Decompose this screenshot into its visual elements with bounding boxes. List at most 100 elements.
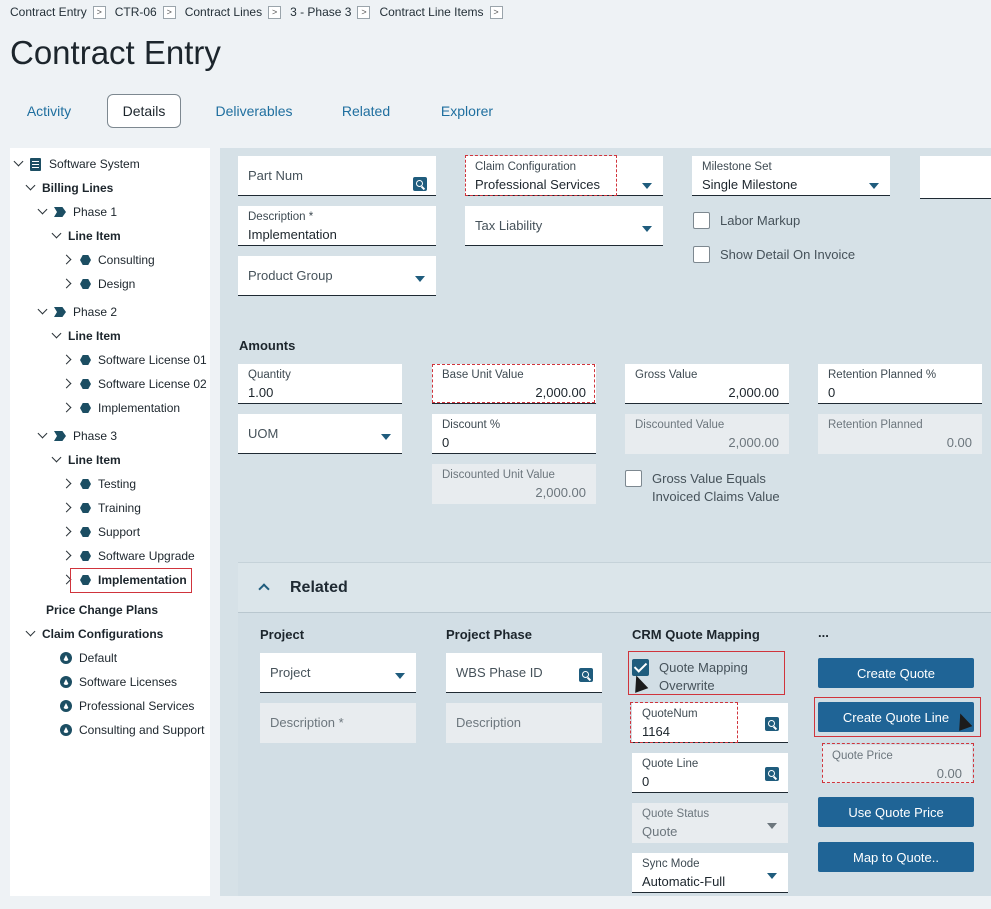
tree-node-price-change-plans[interactable]: Price Change Plans [46,599,158,621]
uom-select[interactable]: UOM [238,414,402,454]
description-field[interactable]: Description * Implementation [238,206,436,246]
breadcrumb-item[interactable]: CTR-06 > [115,5,176,19]
tree-node-item[interactable]: Testing [64,473,136,495]
breadcrumb-item[interactable]: Contract Lines > [184,5,282,19]
chevron-right-icon[interactable] [64,503,74,513]
tree-node-line-item[interactable]: Line Item [52,449,121,471]
caret-down-icon[interactable] [642,226,652,232]
chevron-right-icon[interactable]: > [357,5,371,19]
chevron-right-icon[interactable] [64,527,74,537]
quantity-field[interactable]: Quantity 1.00 [238,364,402,404]
breadcrumb-label[interactable]: CTR-06 [114,5,157,19]
quote-mapping-overwrite-checkbox[interactable] [632,659,649,676]
tab-explorer[interactable]: Explorer [440,103,494,119]
tree-node-claim[interactable]: Default [60,647,117,669]
labor-markup-checkbox[interactable] [693,212,710,229]
use-quote-price-button[interactable]: Use Quote Price [818,797,974,827]
tree-node-claim[interactable]: Professional Services [60,695,194,717]
chevron-down-icon[interactable] [38,307,48,317]
caret-down-icon[interactable] [381,434,391,440]
breadcrumb-label[interactable]: Contract Entry [10,5,87,19]
caret-down-icon[interactable] [395,673,405,679]
retention-planned-pct-field[interactable]: Retention Planned % 0 [818,364,982,404]
breadcrumb-item[interactable]: 3 - Phase 3 > [290,5,371,19]
wbs-phase-id-field[interactable]: WBS Phase ID [446,653,602,693]
chevron-down-icon[interactable] [26,629,36,639]
tab-deliverables[interactable]: Deliverables [215,103,293,119]
tree-node-root[interactable]: Software System [14,153,140,175]
part-num-field[interactable]: Part Num [238,156,436,196]
caret-down-icon[interactable] [869,183,879,189]
sync-mode-select[interactable]: Sync Mode Automatic-Full [632,853,788,893]
chevron-up-icon[interactable] [258,583,270,595]
project-select[interactable]: Project [260,653,416,693]
chevron-down-icon[interactable] [26,183,36,193]
chevron-down-icon[interactable] [38,207,48,217]
chevron-right-icon[interactable] [64,279,74,289]
tree-node-item[interactable]: Design [64,273,135,295]
caret-down-icon[interactable] [767,873,777,879]
chevron-down-icon[interactable] [14,159,24,169]
tree-node-item[interactable]: Support [64,521,140,543]
tax-liability-select[interactable]: Tax Liability [465,206,663,246]
tree-node-item[interactable]: Implementation [64,397,180,419]
chevron-right-icon[interactable]: > [162,5,176,19]
tree-node-phase[interactable]: Phase 3 [38,425,117,447]
caret-down-icon[interactable] [642,183,652,189]
tree-node-claim[interactable]: Consulting and Support [60,719,204,741]
quote-line-field[interactable]: Quote Line 0 [632,753,788,793]
related-header[interactable]: Related [238,563,991,613]
breadcrumb-label[interactable]: Contract Lines [184,5,263,19]
chevron-right-icon[interactable] [64,479,74,489]
chevron-down-icon[interactable] [52,231,62,241]
breadcrumb-label[interactable]: 3 - Phase 3 [290,5,352,19]
chevron-right-icon[interactable] [64,551,74,561]
tree-node-line-item[interactable]: Line Item [52,225,121,247]
gross-value-field[interactable]: Gross Value 2,000.00 [625,364,789,404]
base-unit-value-field[interactable]: Base Unit Value 2,000.00 [432,364,596,404]
tree-node-line-item[interactable]: Line Item [52,325,121,347]
show-detail-checkbox[interactable] [693,246,710,263]
tree-node-item[interactable]: Training [64,497,141,519]
chevron-down-icon[interactable] [38,431,48,441]
gross-equals-invoiced-checkbox[interactable] [625,470,642,487]
chevron-right-icon[interactable] [64,255,74,265]
product-group-select[interactable]: Product Group [238,256,436,296]
tree-node-item[interactable]: Software License 02 [64,373,207,395]
search-icon[interactable] [765,767,779,781]
breadcrumb-item[interactable]: Contract Entry > [10,5,106,19]
create-quote-line-button[interactable]: Create Quote Line [818,702,974,732]
tree-node-item[interactable]: Software License 01 [64,349,207,371]
caret-down-icon[interactable] [415,276,425,282]
breadcrumb-label[interactable]: Contract Line Items [379,5,484,19]
chevron-right-icon[interactable]: > [92,5,106,19]
chevron-right-icon[interactable]: > [268,5,282,19]
chevron-right-icon[interactable] [64,355,74,365]
chevron-right-icon[interactable] [64,379,74,389]
tree-node-phase[interactable]: Phase 1 [38,201,117,223]
breadcrumb-item[interactable]: Contract Line Items > [379,5,503,19]
tab-related[interactable]: Related [341,103,391,119]
map-to-quote-button[interactable]: Map to Quote.. [818,842,974,872]
search-icon[interactable] [413,177,427,191]
tree-node-claim-configurations[interactable]: Claim Configurations [26,623,163,645]
chevron-down-icon[interactable] [52,331,62,341]
tab-details[interactable]: Details [107,94,181,128]
quotenum-field[interactable]: QuoteNum 1164 [632,703,788,743]
chevron-right-icon[interactable] [64,403,74,413]
chevron-right-icon[interactable]: > [489,5,503,19]
search-icon[interactable] [579,668,593,682]
tree-node-item[interactable]: Software Upgrade [64,545,195,567]
tab-activity[interactable]: Activity [26,103,72,119]
create-quote-button[interactable]: Create Quote [818,658,974,688]
tree-node-item-selected[interactable]: Implementation [64,569,187,591]
milestone-set-select[interactable]: Milestone Set Single Milestone [692,156,890,196]
tree-node-billing-lines[interactable]: Billing Lines [26,177,113,199]
discount-pct-field[interactable]: Discount % 0 [432,414,596,454]
tree-node-item[interactable]: Consulting [64,249,155,271]
chevron-down-icon[interactable] [52,455,62,465]
tree-node-claim[interactable]: Software Licenses [60,671,177,693]
tree-node-phase[interactable]: Phase 2 [38,301,117,323]
extra-field[interactable] [920,156,991,199]
search-icon[interactable] [765,717,779,731]
